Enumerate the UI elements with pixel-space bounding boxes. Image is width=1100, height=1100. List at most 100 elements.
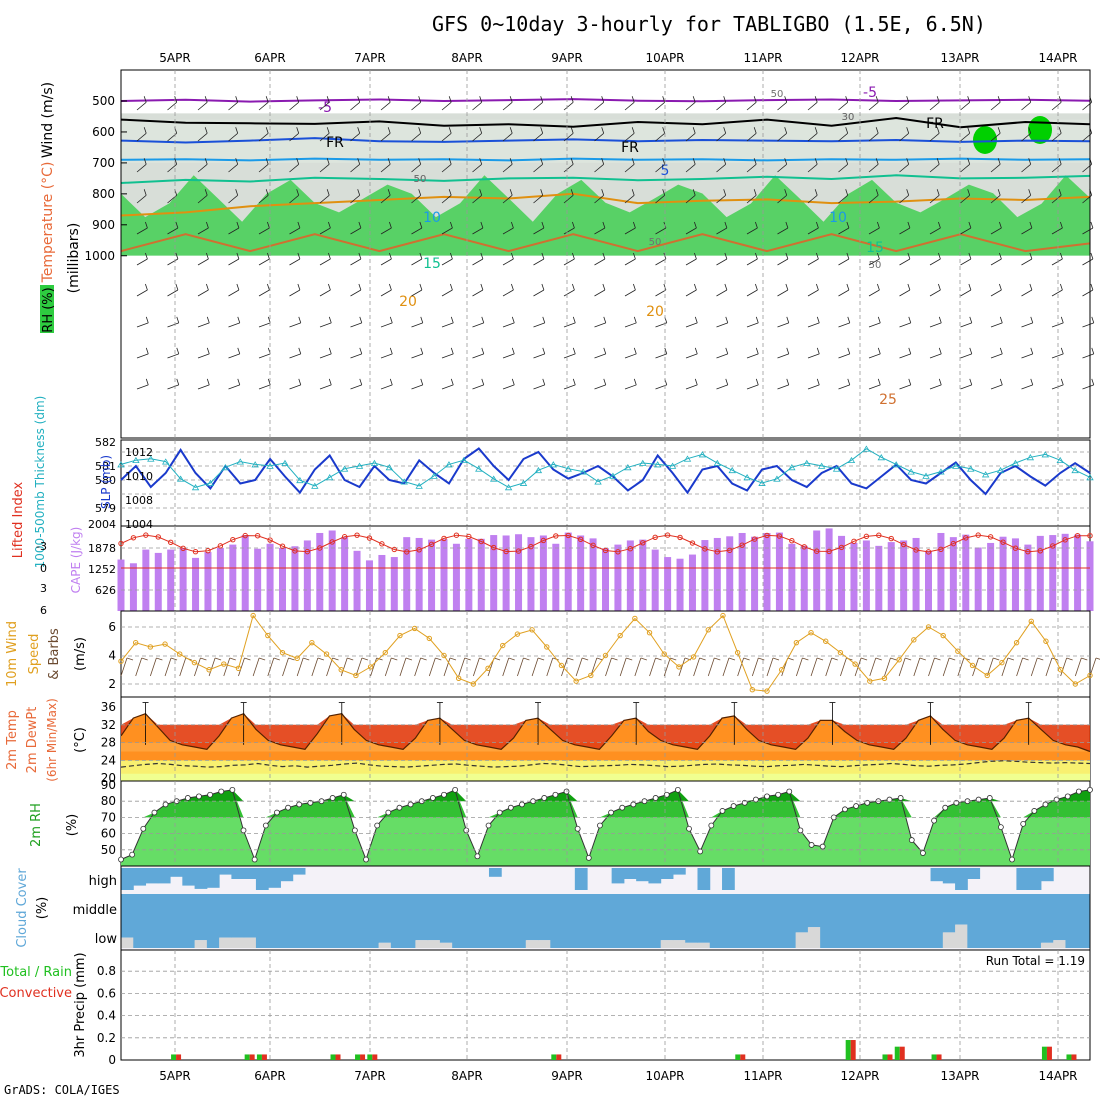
wind-barb-flag <box>694 316 698 324</box>
wind-barb <box>319 289 331 297</box>
wind-barb-flag <box>357 96 361 103</box>
li-marker <box>254 533 261 539</box>
wind-barb-flag <box>631 96 635 103</box>
cape-bar <box>949 537 957 611</box>
wind-barb-flag <box>1090 252 1094 260</box>
rh-contour-label: 50 <box>414 174 427 185</box>
rh-marker <box>908 837 915 843</box>
wind-barb-flag <box>816 221 819 229</box>
wind-barb <box>716 322 728 328</box>
cape-bar <box>875 545 883 611</box>
wind-barb <box>289 163 299 173</box>
wind-barb <box>746 227 758 235</box>
cape-bar <box>167 549 175 611</box>
wind-barb <box>411 322 423 328</box>
cloud-bar <box>918 894 932 922</box>
wind-tick-label: 4 <box>108 649 116 663</box>
wind-barb-flag <box>875 189 879 196</box>
wind-barb-flag <box>816 252 819 260</box>
wind-speed-marker <box>778 667 785 673</box>
wind-barb-flag <box>572 221 575 229</box>
wind-barb-flag <box>126 657 134 661</box>
li-marker <box>702 546 708 552</box>
wind-barb-flag <box>907 283 911 291</box>
wind-barb-flag <box>582 657 589 661</box>
cape-bar <box>862 540 870 611</box>
wind-barb <box>208 657 216 677</box>
cloud-bar <box>1077 894 1091 922</box>
wind-barb-flag <box>908 347 912 355</box>
rh-band <box>121 789 1090 802</box>
wind-barb <box>258 132 269 142</box>
wind-speed-marker <box>881 675 888 681</box>
wind-barb <box>716 353 728 359</box>
rh-marker <box>819 843 826 850</box>
wind-barb <box>258 353 271 359</box>
rh-marker <box>842 806 848 813</box>
cloud-bar <box>194 868 208 889</box>
cape-bar <box>129 563 137 611</box>
li-marker <box>1000 539 1006 545</box>
cape-bar <box>117 559 125 611</box>
cape-bar <box>378 554 386 611</box>
cloud-bar <box>697 894 711 922</box>
wind-barb-flag <box>267 378 271 386</box>
wind-barb <box>533 101 543 111</box>
wind-barb-flag <box>479 657 486 661</box>
wind-barb-flag <box>572 316 576 324</box>
wind-barb <box>990 101 1001 111</box>
wind-barb-flag <box>877 378 881 386</box>
thickness-marker <box>609 472 617 479</box>
wind-barb <box>807 258 819 266</box>
cloud-bar <box>452 894 465 922</box>
wind-barb-flag <box>297 252 301 260</box>
wind-barb <box>655 289 667 297</box>
precip-tick-label: 0 <box>108 1053 116 1067</box>
rh-marker <box>385 809 392 816</box>
wind-speed-marker <box>867 678 873 684</box>
cloud-low-bar <box>476 922 490 948</box>
wind-speed-marker <box>823 638 829 644</box>
li-marker <box>1037 548 1044 554</box>
rain-bar <box>330 1054 336 1060</box>
wind-barb <box>838 227 850 235</box>
cloud-low-bar <box>599 922 613 948</box>
thickness-marker <box>967 465 975 472</box>
li-tick-label: 3 <box>40 582 47 595</box>
wind-barb-flag <box>419 252 423 260</box>
date-tick-label: 10APR <box>645 51 684 65</box>
wind-barb-flag <box>993 657 1000 661</box>
cape-bar <box>527 537 535 611</box>
cloud-bar <box>611 868 625 884</box>
wind-barb-flag <box>603 378 607 386</box>
cloud-bar <box>930 868 944 882</box>
cloud-bar <box>1040 868 1054 882</box>
wind-barb <box>441 227 453 235</box>
thickness-marker <box>191 484 200 491</box>
cape-bar <box>341 537 349 611</box>
wind-barb-flag <box>389 316 393 324</box>
wind-barb <box>1051 353 1064 359</box>
li-marker <box>230 537 236 543</box>
wind-barb-flag <box>724 221 728 229</box>
cloud-low-bar <box>722 922 735 948</box>
wind-barb-flag <box>143 96 147 103</box>
cloud-low-bar <box>820 922 833 948</box>
wind-barb-flag <box>626 657 633 661</box>
slp-line <box>120 447 1091 496</box>
wind-barb-flag <box>418 189 422 196</box>
wind-barb <box>990 322 1003 328</box>
rh-tick-label: 70 <box>101 810 116 824</box>
wind-barb <box>810 657 818 677</box>
cloud-bar <box>182 894 196 922</box>
wind-barb <box>533 194 543 204</box>
cape-bar <box>577 535 585 611</box>
cloud-bar <box>329 894 343 922</box>
thickness-marker <box>221 464 230 471</box>
rain-bar <box>894 1046 900 1060</box>
cape-bar <box>838 535 846 611</box>
wind-barb <box>533 258 545 266</box>
wind-barb-flag <box>174 158 178 165</box>
date-tick-label: 10APR <box>645 1069 684 1083</box>
cloud-bar <box>1016 894 1030 922</box>
